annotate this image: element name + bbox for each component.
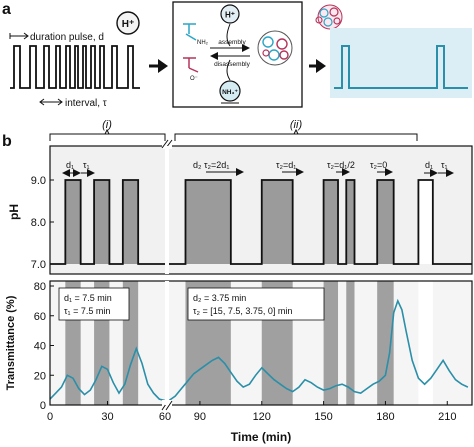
ph-pulse-shade (418, 180, 433, 264)
response-background (330, 28, 472, 98)
svg-text:NH₂: NH₂ (197, 40, 209, 46)
ph-pulse-shade (185, 180, 231, 264)
axis-break-icon (161, 139, 173, 411)
transmittance-pulse-shade (323, 281, 339, 405)
svg-text:d₂ = 3.75 min: d₂ = 3.75 min (193, 293, 246, 303)
time-tick-label: 120 (253, 411, 271, 423)
transmittance-tick-label: 0 (40, 400, 46, 412)
duration-annotation: duration pulse, d (9, 32, 104, 43)
ph-tick-label: 8.0 (31, 217, 46, 229)
svg-text:disassembly: disassembly (214, 61, 251, 68)
time-tick-label: 150 (314, 411, 332, 423)
tau2-half-annotation: τ₂=d₁/2 (327, 160, 355, 170)
ph-pulse-shade (323, 180, 339, 264)
ph-plot: 7.0 8.0 9.0 (31, 145, 473, 275)
ph-tick-label: 7.0 (31, 259, 46, 271)
panel-b-label: b (2, 133, 12, 150)
info-box-ii: d₂ = 3.75 min τ₂ = [15, 7.5, 3.75, 0] mi… (187, 287, 325, 321)
transmittance-pulse-shade (377, 281, 394, 405)
ph-pulse-shade (261, 180, 293, 264)
d2-tau2-annotation: d₂ τ₂=2d₁ (193, 160, 229, 170)
svg-text:τ₂ = [15, 7.5, 3.75, 0] min: τ₂ = [15, 7.5, 3.75, 0] min (193, 306, 292, 316)
ph-pulse-shade (346, 180, 355, 264)
proton-icon (220, 4, 240, 24)
ph-annotations: d₁ τ₁ d₂ τ₂=2d₁ τ₂=d₁ τ₂=d₁/2 τ₂=0 d₁ τ₁ (62, 160, 454, 177)
tau1-annotation: τ₁ (441, 160, 448, 170)
svg-text:τ₁ = 7.5 min: τ₁ = 7.5 min (64, 306, 110, 316)
d1-annotation: d₁ (66, 160, 74, 170)
svg-text:(i): (i) (102, 119, 112, 131)
bracket-ii: (ii) (174, 119, 418, 141)
time-tick-label: 180 (376, 411, 394, 423)
molecule-icon: NH₂ O⁻ (183, 23, 209, 82)
tau2-d1-annotation: τ₂=d₁ (276, 160, 296, 170)
ph-axis-label: pH (7, 204, 21, 220)
bracket-i: (i) (49, 119, 166, 141)
proton-icon: H⁺ (116, 11, 140, 35)
response-trace (334, 45, 468, 89)
ph-pulse-shade (94, 180, 110, 264)
svg-text:H⁺: H⁺ (122, 19, 135, 30)
transmittance-trace (49, 298, 469, 402)
ph-trace (50, 179, 472, 265)
panel-a-label: a (2, 1, 11, 18)
ph-pulse-shade (377, 180, 394, 264)
transmittance-tick-label: 20 (34, 370, 46, 382)
time-tick-label: 210 (438, 411, 456, 423)
aggregate-icon (257, 30, 293, 66)
duration-label: duration pulse, d (30, 32, 104, 43)
transmittance-axis-label: Transmittance (%) (5, 295, 17, 390)
ph-tick-label: 9.0 (31, 175, 46, 187)
assembly-scheme: H⁺ NH₂ O⁻ assembly disassembly N (172, 1, 303, 108)
ammonium-icon (219, 80, 241, 102)
aggregate-icon (315, 4, 343, 30)
svg-text:assembly: assembly (218, 39, 246, 46)
svg-text:O⁻: O⁻ (190, 76, 198, 82)
d1-annotation: d₁ (425, 160, 433, 170)
ph-pulse-shade (122, 180, 139, 264)
transmittance-tick-label: 60 (34, 311, 46, 323)
transmittance-pulse-shade (346, 281, 355, 405)
info-box-i: d₁ = 7.5 min τ₁ = 7.5 min (58, 287, 130, 321)
transmittance-tick-label: 80 (34, 281, 46, 293)
svg-text:NH₃⁺: NH₃⁺ (222, 89, 238, 96)
time-tick-label: 60 (159, 411, 171, 423)
transmittance-tick-label: 40 (34, 341, 46, 353)
transmittance-pulse-shade (418, 281, 433, 405)
time-tick-label: 0 (47, 411, 53, 423)
svg-text:d₁ = 7.5 min: d₁ = 7.5 min (64, 293, 112, 303)
tau2-zero-annotation: τ₂=0 (370, 160, 387, 170)
time-tick-label: 90 (194, 411, 206, 423)
svg-text:(ii): (ii) (290, 119, 303, 131)
time-axis-label: Time (min) (231, 430, 291, 444)
time-tick-label: 30 (101, 411, 113, 423)
interval-label: interval, τ (65, 98, 107, 109)
ph-pulse-shade (65, 180, 81, 264)
interval-annotation: interval, τ (39, 98, 107, 109)
svg-text:H⁺: H⁺ (225, 11, 235, 20)
tau1-annotation: τ₁ (83, 160, 90, 170)
pulse-train (10, 45, 140, 89)
